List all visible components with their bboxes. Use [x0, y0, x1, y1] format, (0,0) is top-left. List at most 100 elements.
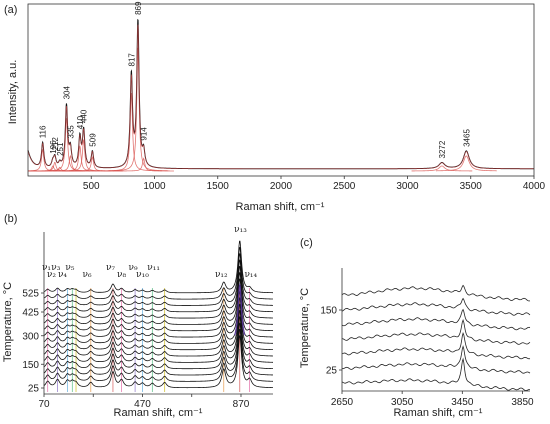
b-spectrum-line-13 [43, 253, 274, 306]
b-mode-label-12: ν₁₃ [234, 225, 247, 235]
panel-a-frame [27, 3, 535, 177]
panel-a-y-title: Intensity, a.u. [7, 60, 19, 125]
b-spectrum-line-5 [43, 303, 274, 357]
panel-a-label: (a) [4, 4, 17, 16]
b-spectrum-line-9 [43, 278, 274, 332]
b-mode-label-0: ν₁ [42, 263, 51, 273]
c-y-tick-label-1: 150 [320, 306, 337, 317]
c-x-tick-label-1: 3050 [391, 397, 414, 408]
a-peak-label-212: 212 [51, 137, 60, 151]
a-x-tick-label-4: 2500 [333, 181, 356, 192]
b-spectrum-line-3 [43, 316, 274, 370]
c-spectrum-line-3 [341, 319, 531, 345]
b-y-tick-label-2: 300 [22, 331, 39, 342]
b-y-tick-label-4: 525 [22, 289, 39, 300]
a-x-tick-label-2: 1500 [207, 181, 230, 192]
b-spectrum-line-1 [43, 329, 274, 382]
b-y-tick-label-0: 25 [28, 384, 40, 395]
panel-c: (c) 2650 3050 3450 3850 25 150 Raman shift, … [299, 237, 534, 419]
panel-a-x-ticks: 500 1000 1500 2000 2500 3000 3500 4000 [83, 176, 546, 192]
panel-a-curves [27, 18, 534, 172]
a-peak-label-869: 869 [134, 1, 143, 15]
b-mode-label-2: ν₃ [51, 263, 60, 273]
panel-b-y-title: Temperature, °C [2, 282, 14, 362]
b-spectrum-line-10 [43, 272, 274, 325]
c-spectrum-line-4 [341, 308, 531, 331]
a-peak-label-304: 304 [63, 86, 72, 100]
panel-b-curves [43, 240, 274, 389]
a-peak-label-251: 251 [56, 142, 65, 156]
c-spectrum-line-0 [341, 357, 531, 391]
a-peak-label-116: 116 [39, 125, 48, 138]
b-spectrum-line-15 [43, 240, 274, 294]
a-x-tick-label-0: 500 [83, 181, 100, 192]
b-mode-label-4: ν₅ [65, 263, 74, 273]
panel-a: (a) 500 1000 1500 2000 2500 3000 3500 4000 1161… [4, 1, 546, 213]
b-mode-label-7: ν₈ [117, 270, 126, 280]
panel-c-x-ticks: 2650 3050 3450 3850 [331, 391, 534, 408]
c-spectrum-line-6 [341, 284, 531, 302]
b-mode-label-11: ν₁₂ [215, 270, 228, 280]
b-spectrum-line-2 [43, 322, 274, 376]
a-peak-label-335: 335 [66, 125, 75, 139]
panel-b-y-ticks: 25 150 300 425 525 [22, 289, 44, 395]
b-y-tick-label-1: 150 [22, 360, 39, 371]
b-mode-label-9: ν₁₀ [136, 270, 149, 280]
c-x-tick-label-0: 2650 [331, 397, 354, 408]
a-peak-label-914: 914 [140, 127, 149, 141]
a-x-tick-label-7: 4000 [523, 181, 546, 192]
a-peak-label-196: 196 [49, 140, 58, 154]
panel-b-label: (b) [4, 213, 17, 225]
b-mode-label-10: ν₁₁ [147, 263, 160, 273]
b-mode-label-6: ν₇ [106, 263, 115, 273]
b-y-tick-label-3: 425 [22, 308, 39, 319]
a-fit-component-12 [411, 165, 473, 172]
a-peak-label-3465: 3465 [462, 129, 471, 147]
b-spectrum-line-6 [43, 297, 274, 351]
b-spectrum-line-8 [43, 284, 274, 338]
a-fit-component-10 [107, 47, 169, 172]
a-peak-label-440: 440 [80, 109, 89, 123]
a-fit-component-13 [435, 155, 497, 172]
a-fit-component-11 [113, 157, 174, 172]
a-peak-label-410: 410 [76, 115, 85, 129]
a-cumulative-fit-line [27, 24, 534, 170]
a-peak-label-817: 817 [127, 53, 136, 67]
b-x-tick-label-2: 470 [134, 399, 151, 410]
panel-c-curves [341, 284, 531, 391]
panel-c-y-ticks: 25 150 [320, 306, 342, 377]
b-spectrum-line-11 [43, 265, 274, 319]
b-x-tick-label-4: 870 [233, 399, 250, 410]
c-spectrum-line-1 [341, 345, 531, 374]
a-x-tick-label-3: 2000 [270, 181, 293, 192]
b-mode-label-13: ν₁₄ [244, 270, 257, 280]
b-x-tick-label-0: 70 [38, 399, 50, 410]
b-mode-label-3: ν₄ [58, 270, 67, 280]
panel-b-x-title: Raman shift, cm⁻¹ [114, 407, 203, 419]
b-spectrum-line-12 [43, 259, 274, 313]
c-x-tick-label-3: 3850 [511, 397, 534, 408]
a-fit-component-9 [100, 92, 162, 172]
c-y-tick-label-0: 25 [326, 366, 338, 377]
a-x-tick-label-1: 1000 [143, 181, 166, 192]
a-x-tick-label-5: 3000 [396, 181, 419, 192]
panel-c-x-title: Raman shift, cm⁻¹ [394, 407, 483, 419]
b-mode-label-5: ν₆ [83, 270, 92, 280]
panel-b-x-ticks: 70 470 870 [38, 394, 250, 410]
b-spectrum-line-14 [43, 247, 274, 300]
a-spectrum-line [27, 18, 534, 170]
c-spectrum-line-2 [341, 332, 531, 360]
b-mode-label-8: ν₉ [129, 263, 138, 273]
a-peak-label-3272: 3272 [438, 140, 447, 158]
panel-c-y-title: Temperature, °C [299, 288, 311, 368]
a-x-tick-label-6: 3500 [460, 181, 483, 192]
panel-a-x-title: Raman shift, cm⁻¹ [236, 201, 325, 213]
b-spectrum-line-0 [43, 335, 274, 389]
b-mode-label-1: ν₂ [47, 270, 56, 280]
c-spectrum-line-5 [341, 297, 531, 316]
c-x-tick-label-2: 3450 [451, 397, 474, 408]
